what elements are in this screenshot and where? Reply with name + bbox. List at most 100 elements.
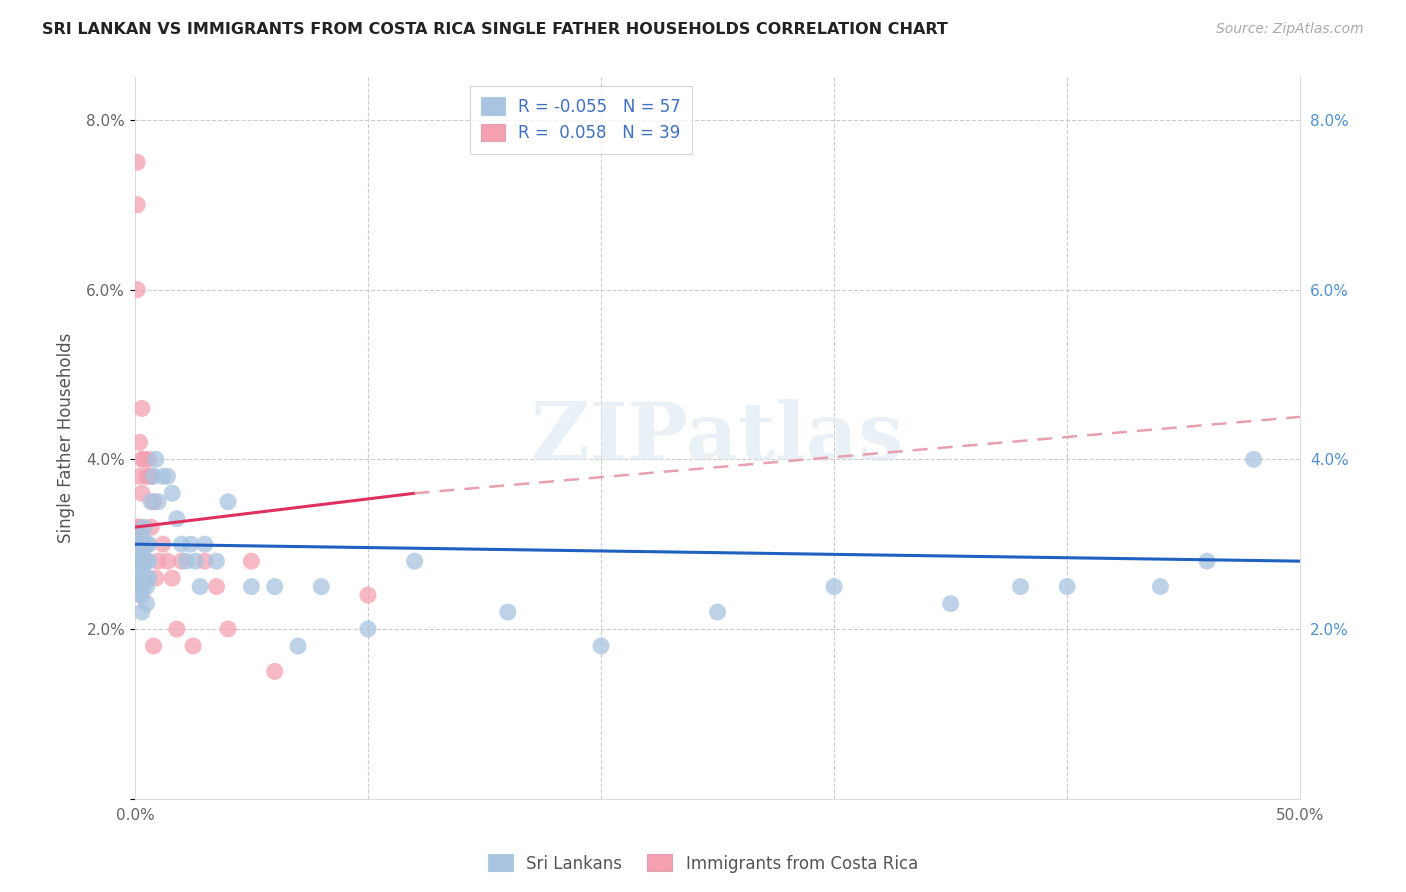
Point — [127, 571, 149, 585]
Point — [138, 469, 160, 483]
Point — [127, 520, 149, 534]
Point — [166, 622, 188, 636]
Point — [263, 580, 285, 594]
Point — [135, 537, 157, 551]
Point — [174, 554, 197, 568]
Point — [152, 469, 174, 483]
Point — [160, 486, 183, 500]
Point — [287, 639, 309, 653]
Point — [156, 469, 179, 483]
Point — [127, 537, 149, 551]
Point — [131, 546, 153, 560]
Point — [138, 571, 160, 585]
Point — [141, 520, 163, 534]
Y-axis label: Single Father Households: Single Father Households — [58, 333, 75, 543]
Point — [194, 537, 217, 551]
Point — [131, 401, 153, 416]
Point — [141, 494, 163, 508]
Point — [148, 554, 170, 568]
Point — [138, 537, 160, 551]
Point — [706, 605, 728, 619]
Point — [131, 580, 153, 594]
Point — [357, 588, 380, 602]
Point — [145, 571, 167, 585]
Point — [131, 537, 153, 551]
Point — [1056, 580, 1078, 594]
Point — [134, 554, 156, 568]
Point — [152, 537, 174, 551]
Point — [589, 639, 612, 653]
Point — [188, 580, 211, 594]
Point — [184, 554, 207, 568]
Point — [134, 554, 156, 568]
Point — [217, 494, 239, 508]
Point — [148, 494, 170, 508]
Point — [131, 605, 153, 619]
Point — [131, 452, 153, 467]
Point — [1010, 580, 1032, 594]
Text: SRI LANKAN VS IMMIGRANTS FROM COSTA RICA SINGLE FATHER HOUSEHOLDS CORRELATION CH: SRI LANKAN VS IMMIGRANTS FROM COSTA RICA… — [42, 22, 948, 37]
Point — [170, 537, 193, 551]
Point — [1149, 580, 1171, 594]
Point — [131, 486, 153, 500]
Point — [138, 452, 160, 467]
Point — [404, 554, 426, 568]
Point — [138, 554, 160, 568]
Point — [142, 639, 165, 653]
Point — [134, 520, 156, 534]
Point — [128, 435, 150, 450]
Point — [128, 588, 150, 602]
Point — [135, 554, 157, 568]
Point — [128, 554, 150, 568]
Point — [180, 537, 202, 551]
Point — [127, 155, 149, 169]
Point — [128, 520, 150, 534]
Point — [141, 469, 163, 483]
Point — [135, 469, 157, 483]
Point — [145, 452, 167, 467]
Point — [160, 571, 183, 585]
Point — [127, 283, 149, 297]
Point — [127, 554, 149, 568]
Point — [166, 512, 188, 526]
Point — [170, 554, 193, 568]
Point — [131, 563, 153, 577]
Point — [128, 554, 150, 568]
Point — [263, 665, 285, 679]
Point — [128, 580, 150, 594]
Point — [128, 571, 150, 585]
Point — [134, 452, 156, 467]
Point — [128, 537, 150, 551]
Legend: Sri Lankans, Immigrants from Costa Rica: Sri Lankans, Immigrants from Costa Rica — [481, 847, 925, 880]
Point — [128, 537, 150, 551]
Point — [142, 469, 165, 483]
Point — [311, 580, 333, 594]
Point — [135, 537, 157, 551]
Point — [1243, 452, 1265, 467]
Point — [205, 580, 228, 594]
Point — [181, 639, 204, 653]
Point — [131, 588, 153, 602]
Point — [939, 597, 962, 611]
Point — [127, 198, 149, 212]
Point — [156, 554, 179, 568]
Point — [128, 469, 150, 483]
Point — [496, 605, 519, 619]
Point — [240, 554, 263, 568]
Point — [205, 554, 228, 568]
Point — [1195, 554, 1218, 568]
Point — [135, 597, 157, 611]
Point — [823, 580, 845, 594]
Point — [127, 554, 149, 568]
Point — [134, 571, 156, 585]
Point — [217, 622, 239, 636]
Point — [135, 580, 157, 594]
Point — [240, 580, 263, 594]
Point — [131, 529, 153, 543]
Point — [142, 494, 165, 508]
Point — [357, 622, 380, 636]
Text: Source: ZipAtlas.com: Source: ZipAtlas.com — [1216, 22, 1364, 37]
Text: ZIPatlas: ZIPatlas — [531, 399, 904, 477]
Point — [135, 571, 157, 585]
Legend: R = -0.055   N = 57, R =  0.058   N = 39: R = -0.055 N = 57, R = 0.058 N = 39 — [470, 86, 692, 153]
